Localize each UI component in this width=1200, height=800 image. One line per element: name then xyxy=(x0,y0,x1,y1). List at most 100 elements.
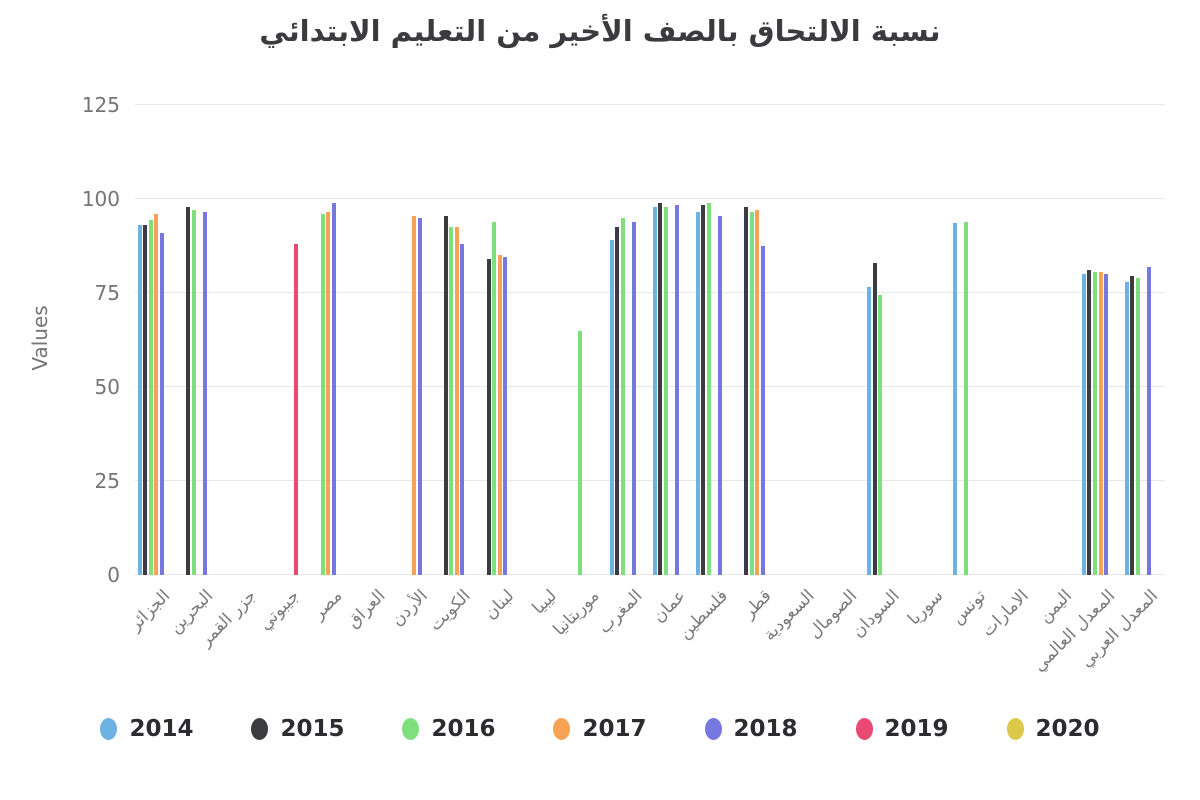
bar-2015-المغرب xyxy=(615,227,620,575)
bar-2015-الكويت xyxy=(443,215,448,575)
y-tick-label-75: 75 xyxy=(94,281,120,305)
bar-2014-السودان xyxy=(867,287,872,575)
bar-2014-تونس xyxy=(953,223,958,575)
bar-2015-المعدل العالمي xyxy=(1087,270,1092,575)
legend-label-2018: 2018 xyxy=(733,716,798,742)
legend-item-2019[interactable]: 2019 xyxy=(855,716,949,742)
bar-2015-لبنان xyxy=(486,259,491,575)
x-tick-label-الامارات: الامارات xyxy=(978,586,1033,641)
bar-2018-الأردن xyxy=(417,217,422,575)
bar-2018-البحرين xyxy=(202,212,207,575)
bar-2018-المغرب xyxy=(632,221,637,575)
legend-marker-icon-2019 xyxy=(855,718,873,740)
x-tick-label-المغرب: المغرب xyxy=(594,586,647,638)
legend-item-2018[interactable]: 2018 xyxy=(704,716,798,742)
bar-2018-عمان xyxy=(675,204,680,575)
bar-2015-الجزائر xyxy=(143,225,148,575)
y-axis-title: Values xyxy=(28,305,52,371)
x-tick-label-ليبيا: ليبيا xyxy=(528,586,561,619)
bar-2018-الكويت xyxy=(460,244,465,575)
y-tick-label-50: 50 xyxy=(94,375,120,399)
x-tick-label-العراق: العراق xyxy=(342,586,390,633)
legend-marker-icon-2018 xyxy=(704,718,722,740)
bar-2016-موريتانيا xyxy=(578,330,583,575)
bar-2018-لبنان xyxy=(503,257,508,575)
gridline-25 xyxy=(135,480,1165,481)
bar-2016-السودان xyxy=(878,294,883,575)
bar-2015-المعدل العربي xyxy=(1130,276,1135,575)
bar-2015-البحرين xyxy=(186,206,191,575)
x-tick-label-سوريا: سوريا xyxy=(903,586,948,630)
bar-2015-قطر xyxy=(744,206,749,575)
y-tick-label-100: 100 xyxy=(81,187,120,211)
x-tick-label-الكويت: الكويت xyxy=(425,586,476,636)
bar-2014-المغرب xyxy=(609,240,614,575)
gridline-100 xyxy=(135,198,1165,199)
legend-item-2015[interactable]: 2015 xyxy=(251,716,344,742)
legend-label-2017: 2017 xyxy=(582,716,647,742)
bar-2016-فلسطين xyxy=(706,202,711,575)
bar-2017-الكويت xyxy=(454,227,459,575)
bar-2016-المعدل العالمي xyxy=(1093,272,1098,575)
x-tick-label-قطر: قطر xyxy=(739,586,776,623)
x-tick-label-الجزائر: الجزائر xyxy=(125,586,175,635)
bar-2016-المعدل العربي xyxy=(1135,277,1140,575)
bar-2017-مصر xyxy=(326,212,331,575)
bar-2016-لبنان xyxy=(492,221,497,575)
chart-title: نسبة الالتحاق بالصف الأخير من التعليم ال… xyxy=(259,14,941,48)
legend-label-2020: 2020 xyxy=(1035,716,1100,742)
bar-2015-فلسطين xyxy=(701,204,706,575)
legend-label-2015: 2015 xyxy=(280,716,345,742)
legend-item-2014[interactable]: 2014 xyxy=(100,716,193,742)
x-tick-label-السودان: السودان xyxy=(848,586,905,642)
bar-2016-البحرين xyxy=(191,210,196,575)
legend-marker-icon-2017 xyxy=(553,718,571,740)
bar-2014-المعدل العربي xyxy=(1124,281,1129,575)
bar-2016-المغرب xyxy=(620,217,625,575)
bar-2018-قطر xyxy=(760,246,765,575)
legend-item-2017[interactable]: 2017 xyxy=(553,716,647,742)
legend-item-2016[interactable]: 2016 xyxy=(402,716,495,742)
y-tick-label-0: 0 xyxy=(107,563,120,587)
bar-2017-الجزائر xyxy=(154,214,159,575)
gridline-0 xyxy=(135,574,1165,575)
bar-2017-الأردن xyxy=(411,215,416,575)
bar-2015-عمان xyxy=(658,202,663,575)
gridline-75 xyxy=(135,292,1165,293)
gridline-50 xyxy=(135,386,1165,387)
y-tick-label-125: 125 xyxy=(81,93,120,117)
bar-2018-فلسطين xyxy=(717,215,722,575)
bar-2018-مصر xyxy=(331,202,336,575)
legend-marker-icon-2014 xyxy=(100,718,118,740)
bar-2019-جيبوتي xyxy=(294,244,299,575)
bar-2016-تونس xyxy=(964,221,969,575)
bar-2016-مصر xyxy=(320,214,325,575)
bar-2016-الجزائر xyxy=(148,219,153,575)
bar-2017-لبنان xyxy=(497,255,502,575)
x-tick-label-الأردن: الأردن xyxy=(387,586,433,631)
x-tick-label-لبنان: لبنان xyxy=(480,586,518,624)
bar-2016-عمان xyxy=(663,206,668,575)
legend-marker-icon-2016 xyxy=(402,718,420,740)
y-tick-label-25: 25 xyxy=(94,469,120,493)
bar-2016-قطر xyxy=(749,212,754,575)
x-tick-label-موريتانيا: موريتانيا xyxy=(549,586,604,640)
bar-2014-الجزائر xyxy=(137,225,142,575)
bar-2017-المعدل العالمي xyxy=(1098,272,1103,575)
gridline-125 xyxy=(135,104,1165,105)
bar-2018-الجزائر xyxy=(160,232,165,575)
legend-label-2019: 2019 xyxy=(884,716,949,742)
bar-2015-السودان xyxy=(872,262,877,575)
legend-item-2020[interactable]: 2020 xyxy=(1006,716,1100,742)
x-tick-label-مصر: مصر xyxy=(308,586,347,624)
bar-2017-قطر xyxy=(755,210,760,575)
bar-2018-المعدل العالمي xyxy=(1104,274,1109,575)
legend: 2014 2015 2016 2017 2018 2019 2020 xyxy=(0,716,1200,742)
bar-2016-الكويت xyxy=(449,227,454,575)
legend-label-2014: 2014 xyxy=(129,716,194,742)
x-tick-label-جيبوتي: جيبوتي xyxy=(254,586,304,635)
plot-area xyxy=(135,95,1165,575)
legend-marker-icon-2015 xyxy=(251,718,269,740)
bar-2018-المعدل العربي xyxy=(1147,266,1152,575)
